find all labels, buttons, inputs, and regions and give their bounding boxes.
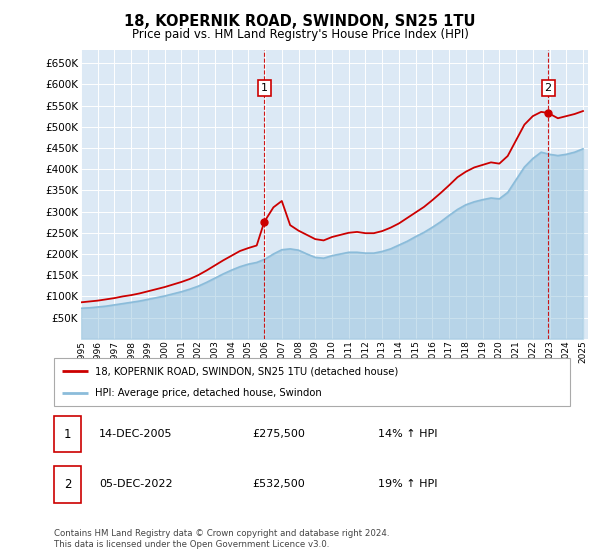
Text: 18, KOPERNIK ROAD, SWINDON, SN25 1TU (detached house): 18, KOPERNIK ROAD, SWINDON, SN25 1TU (de… bbox=[95, 366, 398, 376]
Text: 18, KOPERNIK ROAD, SWINDON, SN25 1TU: 18, KOPERNIK ROAD, SWINDON, SN25 1TU bbox=[124, 14, 476, 29]
Text: 14% ↑ HPI: 14% ↑ HPI bbox=[378, 429, 437, 439]
Text: HPI: Average price, detached house, Swindon: HPI: Average price, detached house, Swin… bbox=[95, 388, 322, 398]
FancyBboxPatch shape bbox=[54, 358, 570, 406]
Text: 2: 2 bbox=[64, 478, 71, 491]
Text: Price paid vs. HM Land Registry's House Price Index (HPI): Price paid vs. HM Land Registry's House … bbox=[131, 28, 469, 41]
Text: 1: 1 bbox=[64, 427, 71, 441]
Text: 05-DEC-2022: 05-DEC-2022 bbox=[99, 479, 173, 489]
Text: 1: 1 bbox=[261, 83, 268, 93]
Text: Contains HM Land Registry data © Crown copyright and database right 2024.
This d: Contains HM Land Registry data © Crown c… bbox=[54, 529, 389, 549]
Text: £275,500: £275,500 bbox=[252, 429, 305, 439]
Text: £532,500: £532,500 bbox=[252, 479, 305, 489]
Text: 2: 2 bbox=[545, 83, 552, 93]
Text: 14-DEC-2005: 14-DEC-2005 bbox=[99, 429, 173, 439]
Text: 19% ↑ HPI: 19% ↑ HPI bbox=[378, 479, 437, 489]
